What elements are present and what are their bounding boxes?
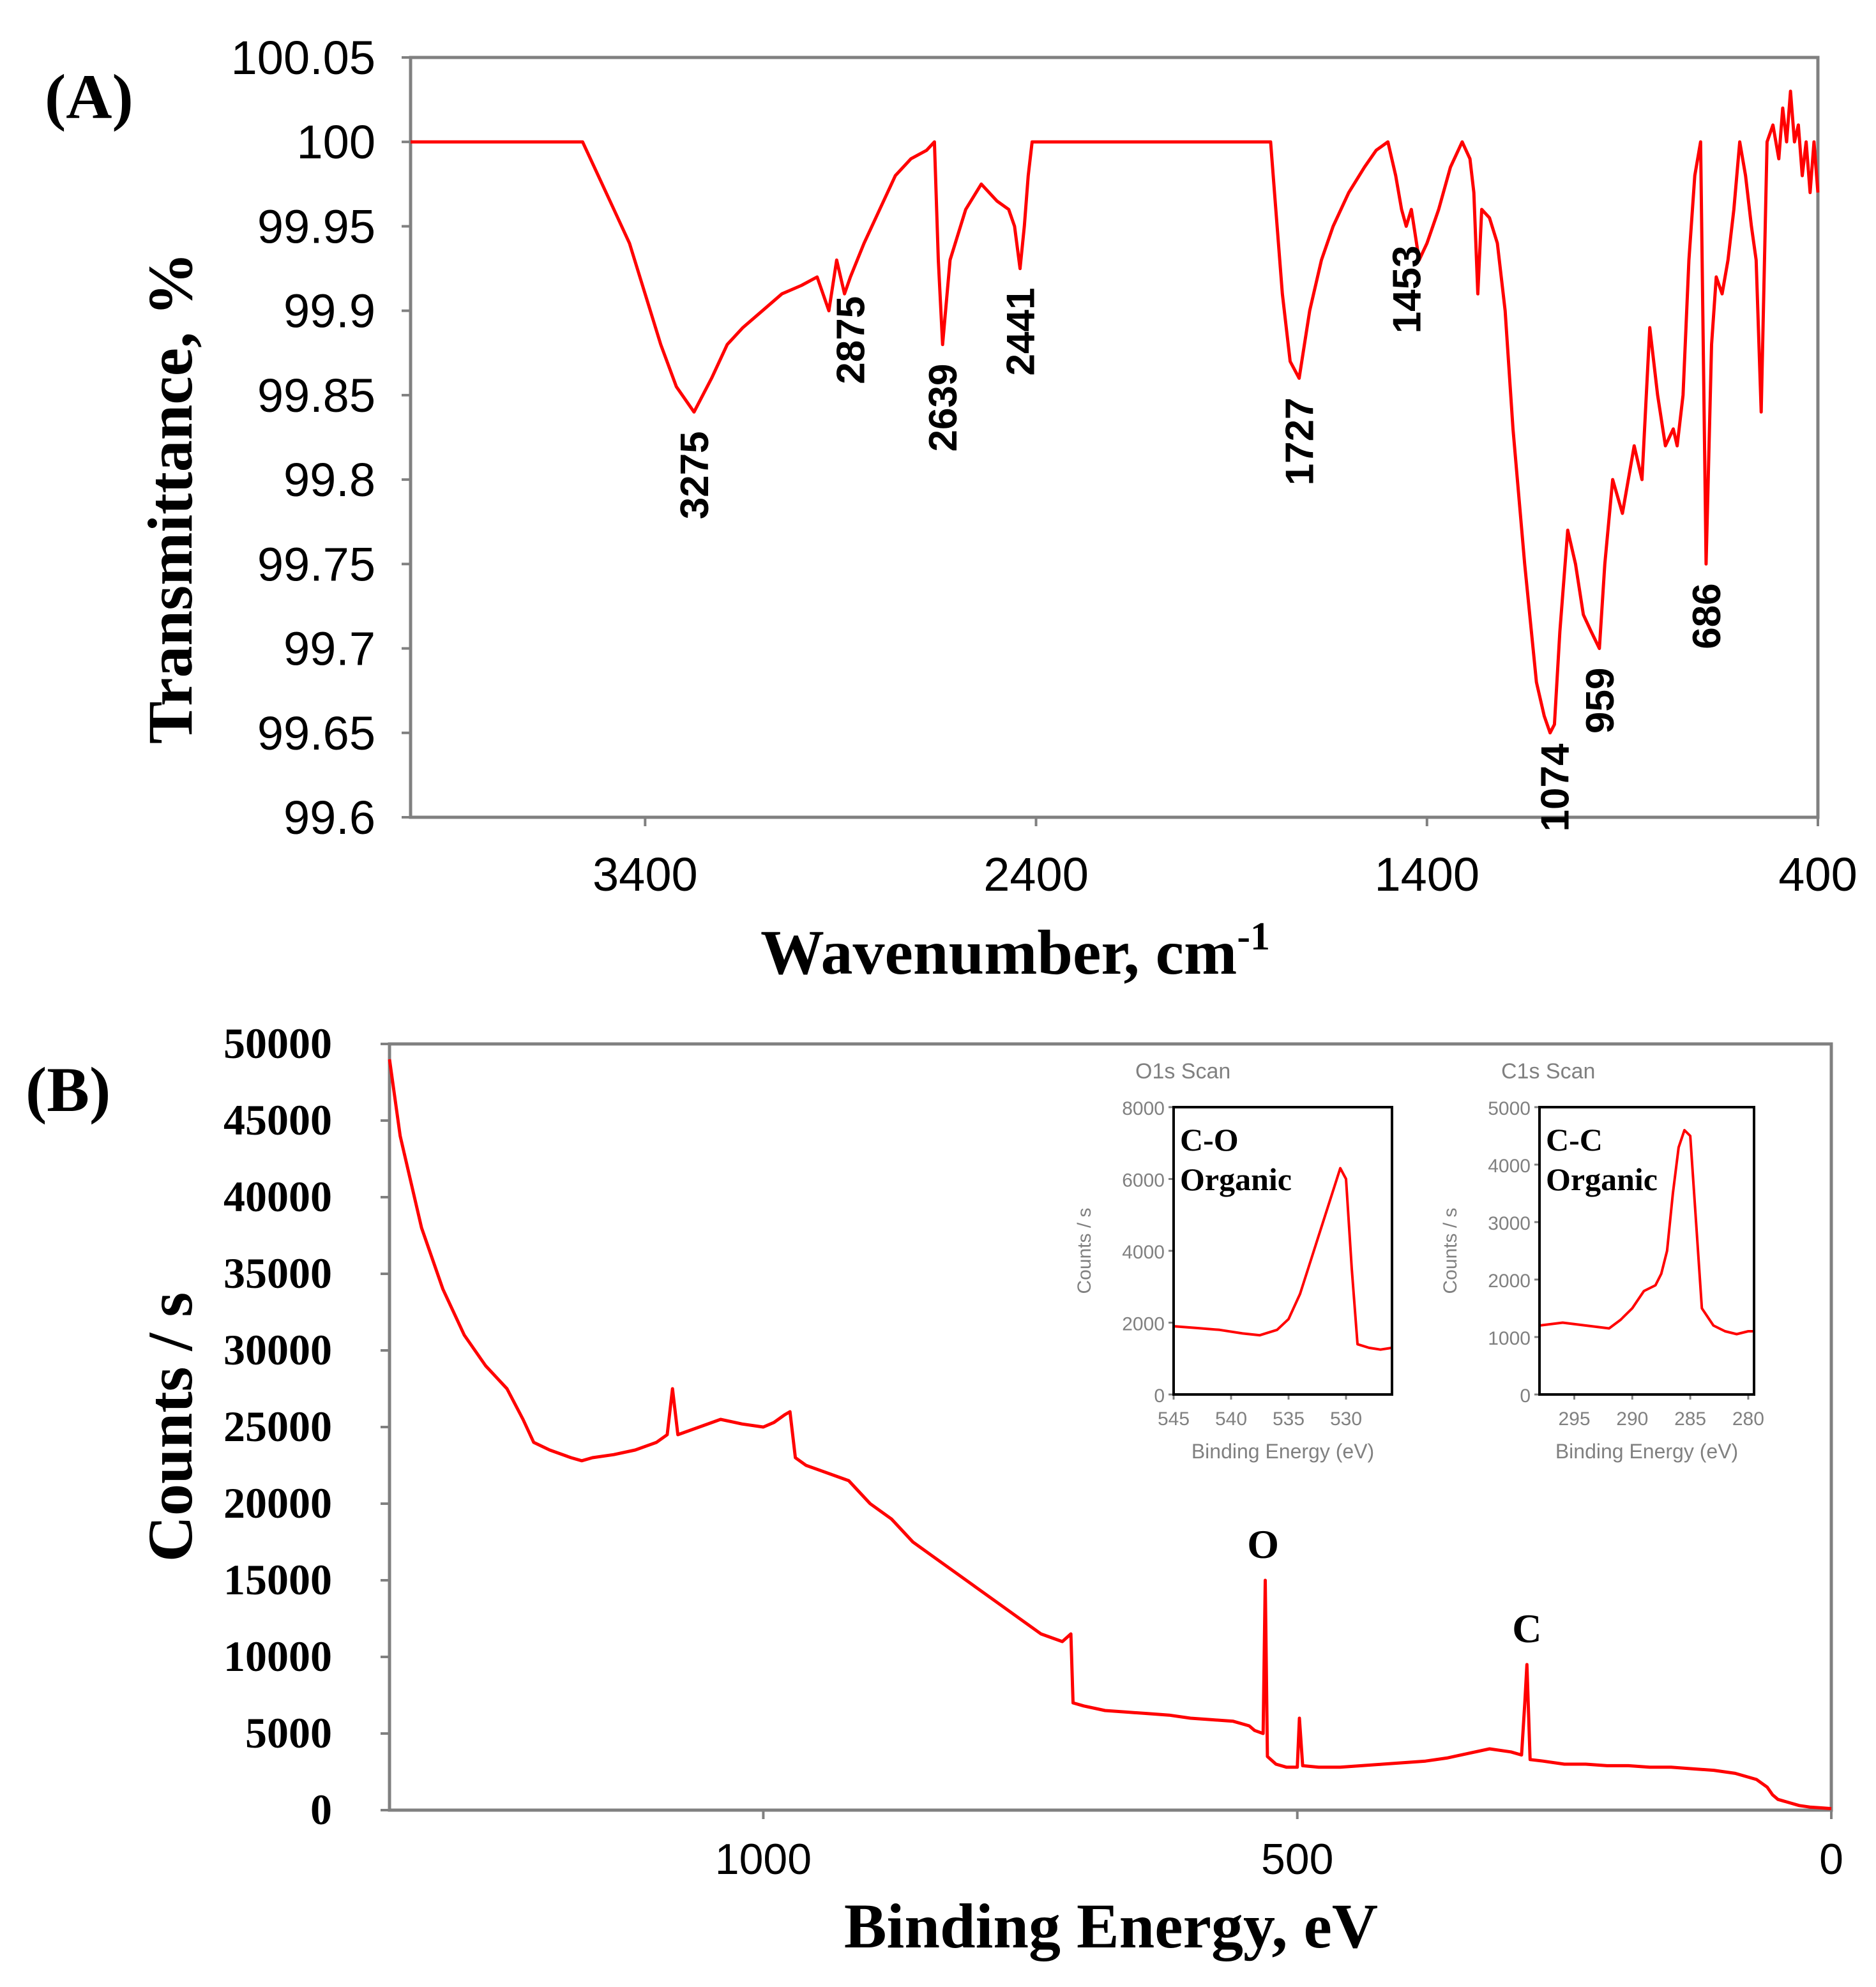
panel-b-y-tick-label: 10000 xyxy=(223,1632,332,1681)
panel-b: (B)0500010000150002000025000300003500040… xyxy=(26,1019,1843,1961)
panel-b-y-tick-label: 45000 xyxy=(223,1096,332,1144)
inset-y-axis-label: Counts / s xyxy=(1074,1207,1095,1294)
panel-b-y-tick-label: 15000 xyxy=(223,1555,332,1604)
panel-b-x-tick-label: 500 xyxy=(1261,1835,1333,1884)
inset-y-axis-label: Counts / s xyxy=(1440,1207,1461,1294)
panel-a-y-tick-label: 99.85 xyxy=(257,369,375,422)
panel-b-y-tick-label: 40000 xyxy=(223,1172,332,1221)
inset-y-tick-label: 1000 xyxy=(1488,1328,1531,1349)
panel-a-y-tick-label: 99.75 xyxy=(257,538,375,591)
panel-a-peak-label: 2875 xyxy=(829,296,874,384)
inset-y-tick-label: 4000 xyxy=(1122,1242,1165,1263)
panel-b-y-tick-label: 25000 xyxy=(223,1402,332,1451)
panel-a-y-axis-label: Transmittance, % xyxy=(135,252,206,744)
panel-b-y-tick-label: 0 xyxy=(310,1785,332,1834)
inset-c1s: C1s Scan 0 1000 2000 3000 4000 5000 295 290 285 28… xyxy=(1440,1059,1764,1463)
panel-b-y-tick-label: 35000 xyxy=(223,1249,332,1297)
inset-bond-label: C-O xyxy=(1180,1122,1239,1158)
panel-a-y-tick-label: 99.6 xyxy=(284,791,375,844)
inset-o1s: O1s Scan 0 2000 4000 6000 8000 545 540 535 530 C-O… xyxy=(1074,1059,1393,1463)
inset-y-tick-label: 8000 xyxy=(1122,1098,1165,1119)
panel-a-plot-frame xyxy=(409,56,1820,819)
inset-y-tick-label: 2000 xyxy=(1122,1314,1165,1335)
inset-x-axis-label: Binding Energy (eV) xyxy=(1191,1440,1374,1463)
inset-x-tick-label: 285 xyxy=(1674,1409,1706,1430)
panel-a-y-tick-label: 99.8 xyxy=(284,453,375,506)
inset-series-line xyxy=(1173,1167,1393,1351)
inset-x-tick-label: 290 xyxy=(1616,1409,1648,1430)
panel-b-y-tick-label: 5000 xyxy=(245,1709,332,1757)
inset-y-tick-label: 2000 xyxy=(1488,1271,1531,1292)
panel-b-x-tick-label: 1000 xyxy=(715,1835,812,1884)
inset-x-tick-label: 280 xyxy=(1732,1409,1764,1430)
panel-a-x-tick-label: 400 xyxy=(1778,848,1857,901)
panel-a-peak-label: 2639 xyxy=(921,364,965,452)
panel-a-peak-label: 3275 xyxy=(673,431,717,519)
inset-y-tick-label: 5000 xyxy=(1488,1098,1531,1119)
panel-a-series-line xyxy=(411,89,1820,735)
panel-b-peak-label: C xyxy=(1512,1606,1541,1651)
panel-a-y-tick-label: 99.95 xyxy=(257,200,375,253)
inset-organic-label: Organic xyxy=(1546,1161,1658,1197)
inset-title: O1s Scan xyxy=(1135,1059,1230,1084)
inset-y-tick-label: 4000 xyxy=(1488,1156,1531,1177)
inset-organic-label: Organic xyxy=(1180,1161,1292,1197)
panel-b-y-axis-label: Counts / s xyxy=(135,1292,206,1562)
inset-bond-label: C-C xyxy=(1546,1122,1603,1158)
panel-b-plot-frame xyxy=(388,1042,1833,1812)
panel-a-x-axis-label-text: Wavenumber, cm xyxy=(760,917,1237,988)
panel-b-x-axis-label: Binding Energy, eV xyxy=(844,1891,1378,1961)
panel-a-x-axis-label-superscript: -1 xyxy=(1237,915,1270,958)
panel-a-peak-label: 1074 xyxy=(1533,743,1577,831)
panel-a-peak-label: 1727 xyxy=(1278,397,1322,485)
inset-y-tick-label: 6000 xyxy=(1122,1170,1165,1191)
inset-y-tick-label: 0 xyxy=(1520,1386,1531,1407)
panel-a-y-tick-label: 100 xyxy=(297,116,375,169)
panel-a-x-tick-label: 3400 xyxy=(593,848,698,901)
inset-y-tick-label: 3000 xyxy=(1488,1213,1531,1234)
panel-b-y-tick-label: 30000 xyxy=(223,1326,332,1374)
inset-x-tick-label: 530 xyxy=(1330,1409,1362,1430)
panel-b-y-tick-label: 50000 xyxy=(223,1019,332,1068)
inset-plot-frame xyxy=(1172,1106,1393,1396)
inset-plot-frame xyxy=(1538,1106,1755,1396)
panel-b-peak-label: O xyxy=(1247,1522,1279,1567)
inset-x-tick-label: 535 xyxy=(1273,1409,1305,1430)
panel-a-label: (A) xyxy=(45,61,133,132)
inset-x-tick-label: 545 xyxy=(1158,1409,1190,1430)
panel-a-y-tick-label: 100.05 xyxy=(231,31,375,84)
panel-a-x-axis-label: Wavenumber, cm-1 xyxy=(760,915,1270,988)
panel-b-y-tick-label: 20000 xyxy=(223,1479,332,1527)
panel-a: (A) 99.6 99.65 99.7 99.75 99.8 99.85 99.9 99.95 1… xyxy=(45,31,1857,988)
inset-x-tick-label: 295 xyxy=(1558,1409,1590,1430)
inset-x-axis-label: Binding Energy (eV) xyxy=(1555,1440,1738,1463)
inset-title: C1s Scan xyxy=(1501,1059,1595,1084)
panel-a-y-tick-label: 99.9 xyxy=(284,285,375,338)
inset-series-line xyxy=(1539,1129,1754,1336)
panel-a-x-tick-label: 1400 xyxy=(1374,848,1479,901)
panel-a-y-tick-label: 99.65 xyxy=(257,707,375,760)
inset-y-tick-label: 0 xyxy=(1154,1386,1165,1407)
panel-a-x-tick-label: 2400 xyxy=(983,848,1089,901)
panel-a-peak-label: 686 xyxy=(1685,583,1729,649)
inset-x-tick-label: 540 xyxy=(1215,1409,1247,1430)
panel-a-peak-label: 1453 xyxy=(1385,245,1429,333)
panel-b-x-tick-label: 0 xyxy=(1819,1835,1843,1884)
panel-b-series-line xyxy=(388,1059,1832,1811)
panel-a-peak-label: 2441 xyxy=(999,288,1043,376)
panel-a-peak-label: 959 xyxy=(1578,668,1623,734)
panel-b-label: (B) xyxy=(26,1054,110,1125)
panel-a-y-tick-label: 99.7 xyxy=(284,623,375,676)
